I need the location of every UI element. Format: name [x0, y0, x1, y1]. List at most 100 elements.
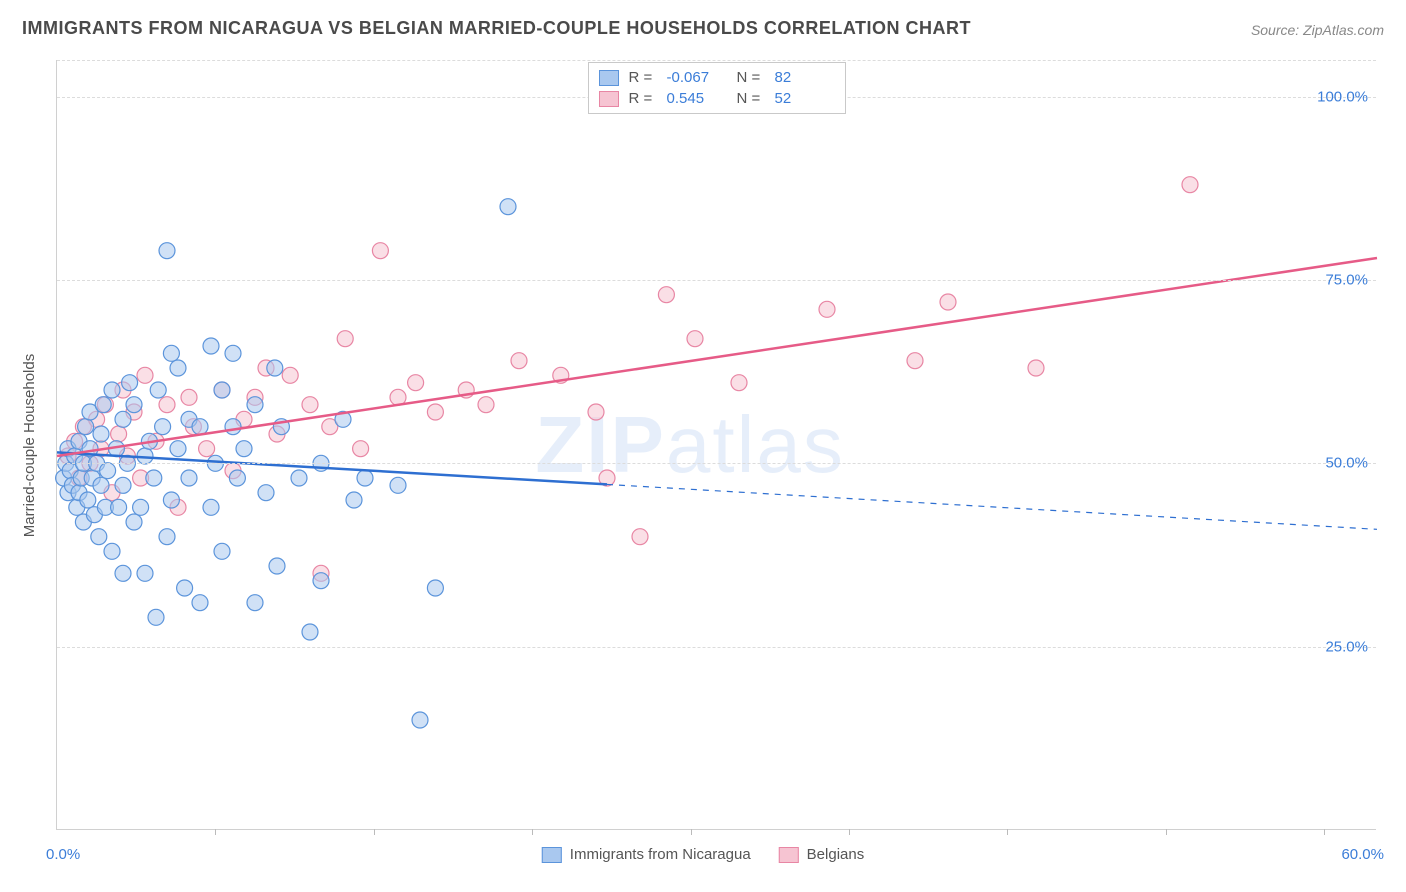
scatter-point — [346, 492, 362, 508]
scatter-point — [159, 529, 175, 545]
scatter-point — [148, 609, 164, 625]
x-tick — [215, 829, 216, 835]
scatter-point — [126, 514, 142, 530]
scatter-point — [511, 353, 527, 369]
swatch-series-b — [779, 847, 799, 863]
scatter-point — [80, 492, 96, 508]
scatter-point — [282, 367, 298, 383]
scatter-point — [199, 441, 215, 457]
scatter-point — [203, 338, 219, 354]
scatter-point — [632, 529, 648, 545]
y-tick-label: 50.0% — [1325, 455, 1368, 472]
scatter-point — [427, 404, 443, 420]
scatter-point — [225, 419, 241, 435]
scatter-point — [229, 470, 245, 486]
scatter-point — [353, 441, 369, 457]
scatter-point — [78, 419, 94, 435]
scatter-point — [104, 382, 120, 398]
scatter-point — [150, 382, 166, 398]
scatter-point — [115, 565, 131, 581]
scatter-point — [137, 565, 153, 581]
scatter-point — [1028, 360, 1044, 376]
scatter-point — [731, 375, 747, 391]
scatter-point — [155, 419, 171, 435]
x-tick — [1007, 829, 1008, 835]
scatter-point — [236, 441, 252, 457]
legend-row-a: R = -0.067 N = 82 — [599, 67, 835, 88]
scatter-point — [133, 499, 149, 515]
scatter-point — [390, 477, 406, 493]
scatter-point — [819, 301, 835, 317]
n-label: N = — [737, 90, 765, 107]
y-tick-label: 25.0% — [1325, 638, 1368, 655]
scatter-point — [192, 419, 208, 435]
scatter-point — [181, 470, 197, 486]
scatter-point — [214, 543, 230, 559]
x-tick — [1324, 829, 1325, 835]
chart-svg — [57, 60, 1376, 829]
scatter-point — [427, 580, 443, 596]
scatter-point — [170, 441, 186, 457]
scatter-point — [91, 529, 107, 545]
scatter-point — [111, 499, 127, 515]
plot-area: ZIPatlas R = -0.067 N = 82 R = 0.545 N =… — [56, 60, 1376, 830]
x-end-label: 60.0% — [1341, 846, 1384, 863]
scatter-point — [104, 543, 120, 559]
n-value: 82 — [775, 69, 835, 86]
scatter-point — [269, 558, 285, 574]
scatter-point — [408, 375, 424, 391]
r-value: 0.545 — [667, 90, 727, 107]
scatter-point — [687, 331, 703, 347]
n-label: N = — [737, 69, 765, 86]
scatter-point — [302, 397, 318, 413]
series-legend: Immigrants from Nicaragua Belgians — [542, 846, 864, 863]
scatter-point — [111, 426, 127, 442]
scatter-point — [122, 375, 138, 391]
scatter-point — [357, 470, 373, 486]
n-value: 52 — [775, 90, 835, 107]
legend-row-b: R = 0.545 N = 52 — [599, 88, 835, 109]
scatter-point — [95, 397, 111, 413]
swatch-series-b — [599, 91, 619, 107]
scatter-point — [588, 404, 604, 420]
r-value: -0.067 — [667, 69, 727, 86]
scatter-point — [313, 573, 329, 589]
scatter-point — [302, 624, 318, 640]
scatter-point — [291, 470, 307, 486]
scatter-point — [170, 360, 186, 376]
scatter-point — [267, 360, 283, 376]
scatter-point — [159, 243, 175, 259]
scatter-point — [192, 595, 208, 611]
scatter-point — [478, 397, 494, 413]
scatter-point — [203, 499, 219, 515]
correlation-legend: R = -0.067 N = 82 R = 0.545 N = 52 — [588, 62, 846, 114]
x-tick — [374, 829, 375, 835]
scatter-point — [1182, 177, 1198, 193]
source-attribution: Source: ZipAtlas.com — [1251, 22, 1384, 38]
r-label: R = — [629, 69, 657, 86]
scatter-point — [337, 331, 353, 347]
scatter-point — [907, 353, 923, 369]
legend-item-b: Belgians — [779, 846, 865, 863]
r-label: R = — [629, 90, 657, 107]
gridline — [57, 647, 1376, 648]
scatter-point — [214, 382, 230, 398]
scatter-point — [163, 345, 179, 361]
trend-line — [57, 258, 1377, 456]
gridline — [57, 60, 1376, 61]
scatter-point — [940, 294, 956, 310]
scatter-point — [225, 345, 241, 361]
swatch-series-a — [599, 70, 619, 86]
x-tick — [1166, 829, 1167, 835]
x-tick — [849, 829, 850, 835]
y-tick-label: 100.0% — [1317, 88, 1368, 105]
scatter-point — [247, 595, 263, 611]
scatter-point — [146, 470, 162, 486]
scatter-point — [115, 477, 131, 493]
scatter-point — [115, 411, 131, 427]
y-axis-label: Married-couple Households — [22, 353, 39, 536]
scatter-point — [412, 712, 428, 728]
scatter-point — [126, 397, 142, 413]
gridline — [57, 280, 1376, 281]
y-axis-label-container: Married-couple Households — [20, 60, 40, 830]
